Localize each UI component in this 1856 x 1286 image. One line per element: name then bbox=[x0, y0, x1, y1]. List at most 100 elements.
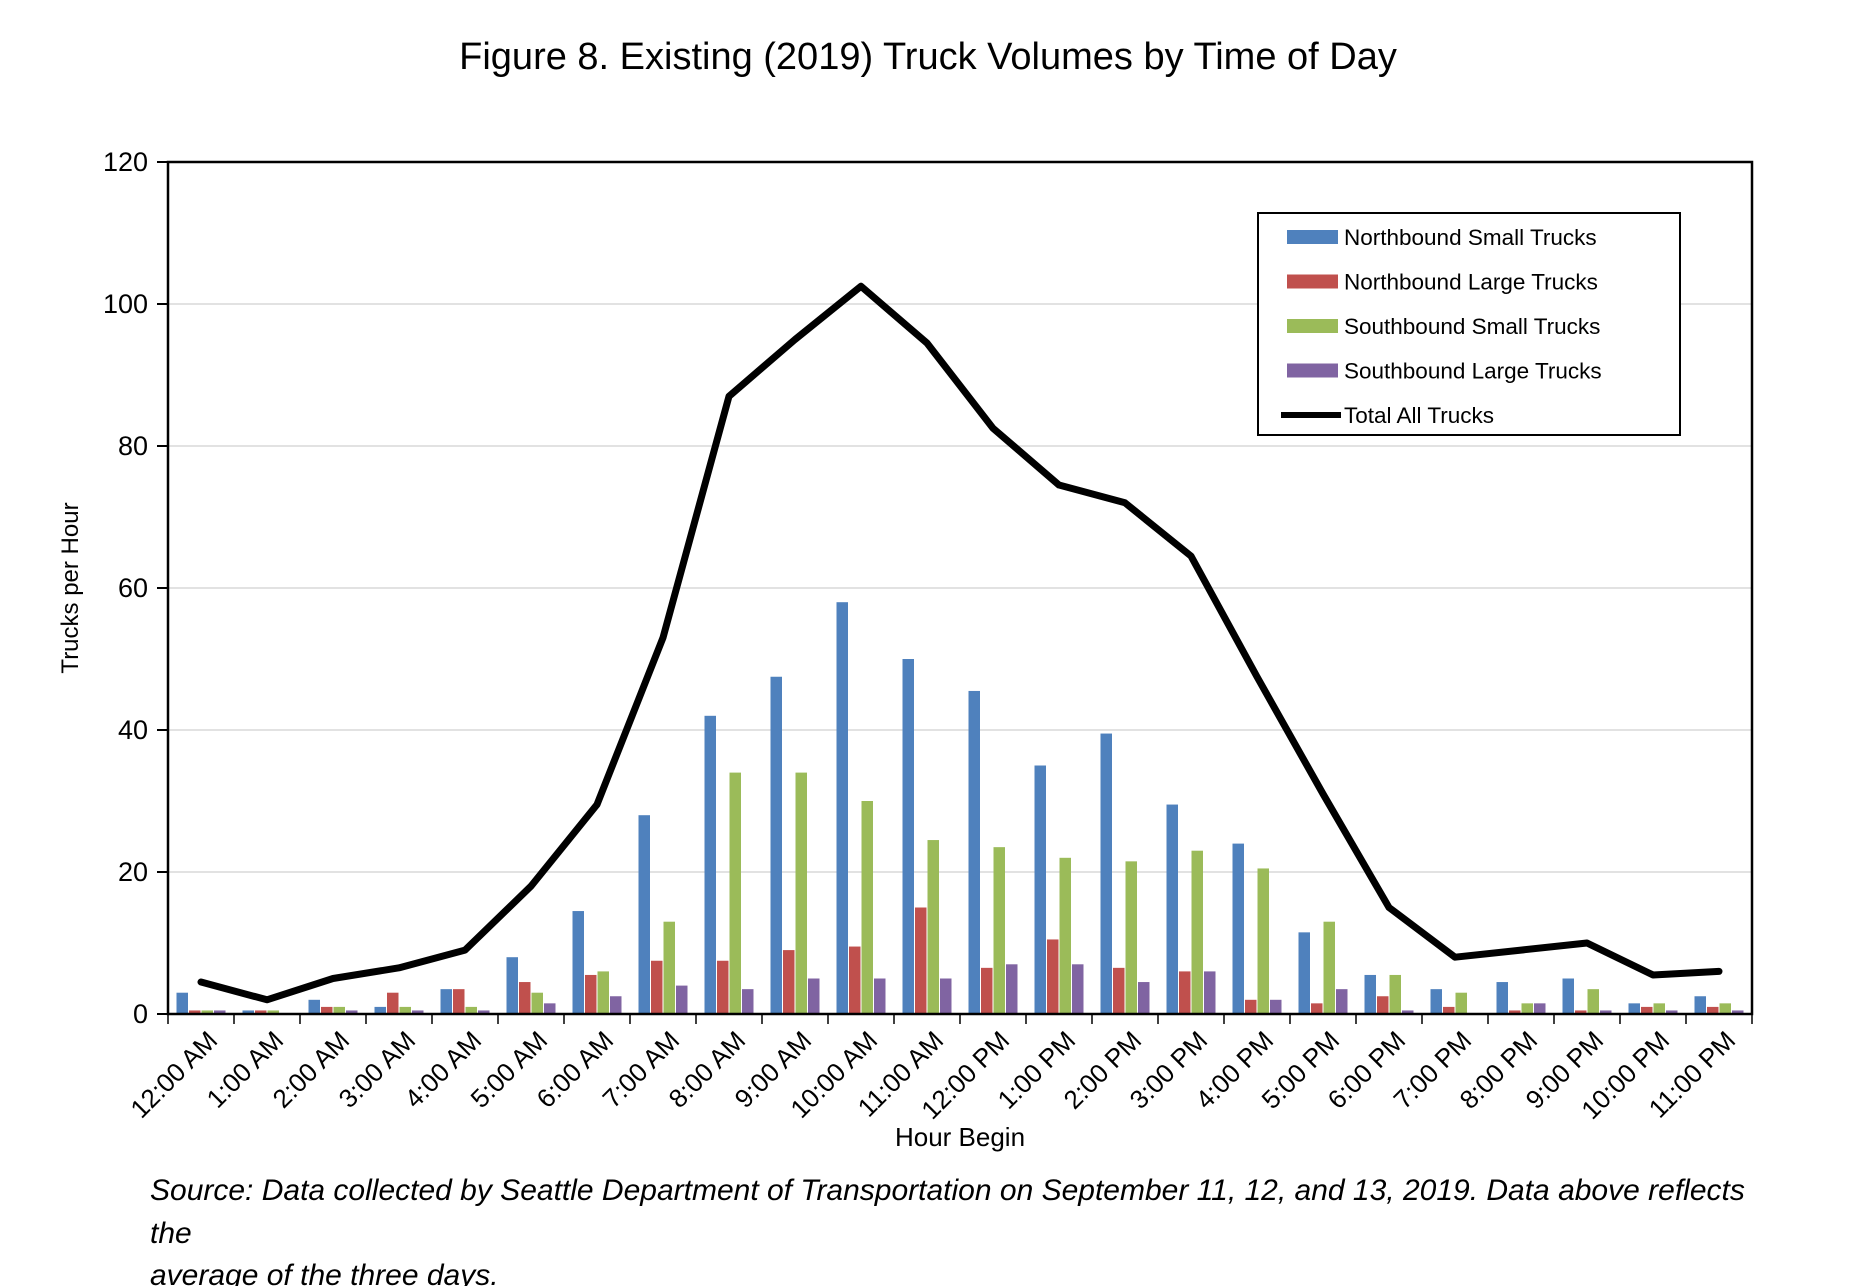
plot-border bbox=[166, 160, 1754, 1016]
bar-southbound-large-trucks bbox=[808, 978, 820, 1014]
legend-label-total-all-trucks: Total All Trucks bbox=[1344, 403, 1494, 428]
bar-northbound-small-trucks bbox=[1232, 843, 1244, 1014]
bar-northbound-large-trucks bbox=[1707, 1006, 1719, 1014]
bar-southbound-small-trucks bbox=[1059, 857, 1071, 1014]
legend-swatch-northbound-large-trucks bbox=[1287, 274, 1338, 289]
bar-northbound-small-trucks bbox=[1496, 982, 1508, 1014]
bar-northbound-large-trucks bbox=[453, 989, 465, 1014]
bar-southbound-small-trucks bbox=[663, 921, 675, 1014]
bar-southbound-large-trucks bbox=[478, 1010, 490, 1014]
bar-southbound-small-trucks bbox=[927, 840, 939, 1014]
bar-northbound-large-trucks bbox=[849, 946, 861, 1014]
bar-northbound-small-trucks bbox=[572, 911, 584, 1014]
bar-northbound-small-trucks bbox=[1628, 1003, 1640, 1014]
bar-northbound-large-trucks bbox=[1179, 971, 1191, 1014]
y-axis-title: Trucks per Hour bbox=[57, 502, 84, 673]
bar-northbound-small-trucks bbox=[440, 989, 452, 1014]
figure-title: Figure 8. Existing (2019) Truck Volumes … bbox=[459, 36, 1397, 78]
y-tick-label: 20 bbox=[118, 857, 148, 887]
bar-southbound-small-trucks bbox=[1125, 861, 1137, 1014]
bar-northbound-small-trucks bbox=[968, 690, 980, 1014]
bar-southbound-small-trucks bbox=[1191, 850, 1203, 1014]
bar-northbound-small-trucks bbox=[1430, 989, 1442, 1014]
y-tick-label: 100 bbox=[103, 289, 148, 319]
bar-northbound-small-trucks bbox=[1364, 974, 1376, 1014]
bar-northbound-small-trucks bbox=[1694, 996, 1706, 1014]
bar-northbound-small-trucks bbox=[1100, 733, 1112, 1014]
bar-northbound-large-trucks bbox=[387, 992, 399, 1014]
bar-southbound-large-trucks bbox=[214, 1010, 226, 1014]
bar-southbound-large-trucks bbox=[1600, 1010, 1612, 1014]
bar-northbound-small-trucks bbox=[770, 676, 782, 1014]
legend-swatch-southbound-small-trucks bbox=[1287, 319, 1338, 333]
bar-northbound-large-trucks bbox=[1509, 1010, 1521, 1014]
bar-northbound-large-trucks bbox=[783, 950, 795, 1014]
bar-northbound-small-trucks bbox=[1562, 978, 1574, 1014]
bar-northbound-large-trucks bbox=[519, 982, 531, 1014]
y-tick-label: 40 bbox=[118, 715, 148, 745]
x-tick-label: 12:00 AM bbox=[124, 1025, 223, 1124]
bar-southbound-small-trucks bbox=[1653, 1003, 1665, 1014]
bar-southbound-small-trucks bbox=[1719, 1003, 1731, 1014]
bar-northbound-small-trucks bbox=[308, 999, 320, 1014]
bar-southbound-large-trucks bbox=[1138, 982, 1150, 1014]
bar-southbound-large-trucks bbox=[874, 978, 886, 1014]
bar-northbound-small-trucks bbox=[1298, 932, 1310, 1014]
source-note-line2: average of the three days. bbox=[150, 1259, 499, 1286]
bar-northbound-large-trucks bbox=[915, 907, 927, 1014]
bar-southbound-small-trucks bbox=[465, 1006, 477, 1014]
bar-southbound-large-trucks bbox=[1072, 964, 1084, 1014]
bar-northbound-small-trucks bbox=[704, 715, 716, 1014]
bar-northbound-small-trucks bbox=[638, 815, 650, 1014]
legend-label-southbound-large-trucks: Southbound Large Trucks bbox=[1344, 359, 1602, 384]
bar-southbound-large-trucks bbox=[610, 996, 622, 1014]
bar-northbound-large-trucks bbox=[255, 1010, 267, 1014]
bar-northbound-small-trucks bbox=[176, 992, 188, 1014]
bar-northbound-large-trucks bbox=[1641, 1006, 1653, 1014]
bar-northbound-large-trucks bbox=[1575, 1010, 1587, 1014]
bar-northbound-small-trucks bbox=[242, 1010, 254, 1014]
bar-southbound-small-trucks bbox=[1521, 1003, 1533, 1014]
legend: Northbound Small Trucks Northbound Large … bbox=[1257, 212, 1681, 436]
bar-southbound-large-trucks bbox=[1006, 964, 1018, 1014]
bar-southbound-small-trucks bbox=[399, 1006, 411, 1014]
bar-southbound-large-trucks bbox=[1666, 1010, 1678, 1014]
bar-northbound-large-trucks bbox=[321, 1006, 333, 1014]
bar-southbound-small-trucks bbox=[1257, 868, 1269, 1014]
bar-northbound-large-trucks bbox=[1047, 939, 1059, 1014]
bar-southbound-large-trucks bbox=[544, 1003, 556, 1014]
bar-southbound-large-trucks bbox=[742, 989, 754, 1014]
bar-southbound-large-trucks bbox=[1732, 1010, 1744, 1014]
bar-southbound-small-trucks bbox=[795, 772, 807, 1014]
bar-southbound-small-trucks bbox=[597, 971, 609, 1014]
bar-southbound-large-trucks bbox=[1204, 971, 1216, 1014]
bar-southbound-large-trucks bbox=[1402, 1010, 1414, 1014]
bar-southbound-large-trucks bbox=[346, 1010, 358, 1014]
y-tick-label: 80 bbox=[118, 431, 148, 461]
bar-northbound-large-trucks bbox=[1311, 1003, 1323, 1014]
bar-southbound-small-trucks bbox=[1587, 989, 1599, 1014]
bar-southbound-large-trucks bbox=[1534, 1003, 1546, 1014]
legend-label-northbound-large-trucks: Northbound Large Trucks bbox=[1344, 270, 1598, 295]
legend-swatch-northbound-small-trucks bbox=[1287, 230, 1338, 244]
total-line bbox=[197, 282, 1723, 1004]
bar-northbound-large-trucks bbox=[651, 960, 663, 1014]
y-tick-label: 60 bbox=[118, 573, 148, 603]
bar-northbound-large-trucks bbox=[585, 974, 597, 1014]
bar-southbound-large-trucks bbox=[1270, 999, 1282, 1014]
bar-southbound-large-trucks bbox=[412, 1010, 424, 1014]
bar-northbound-large-trucks bbox=[981, 967, 993, 1014]
source-note-line1: Source: Data collected by Seattle Depart… bbox=[150, 1174, 1745, 1250]
y-tick-label: 120 bbox=[103, 147, 148, 177]
bar-northbound-large-trucks bbox=[189, 1010, 201, 1014]
bar-northbound-small-trucks bbox=[506, 957, 518, 1014]
x-axis-title: Hour Begin bbox=[895, 1122, 1025, 1152]
bar-northbound-large-trucks bbox=[1443, 1006, 1455, 1014]
bar-southbound-small-trucks bbox=[201, 1010, 213, 1014]
bar-southbound-large-trucks bbox=[1336, 989, 1348, 1014]
bar-southbound-small-trucks bbox=[1389, 974, 1401, 1014]
bar-southbound-small-trucks bbox=[531, 992, 543, 1014]
bar-northbound-large-trucks bbox=[1113, 967, 1125, 1014]
bar-northbound-small-trucks bbox=[836, 602, 848, 1014]
